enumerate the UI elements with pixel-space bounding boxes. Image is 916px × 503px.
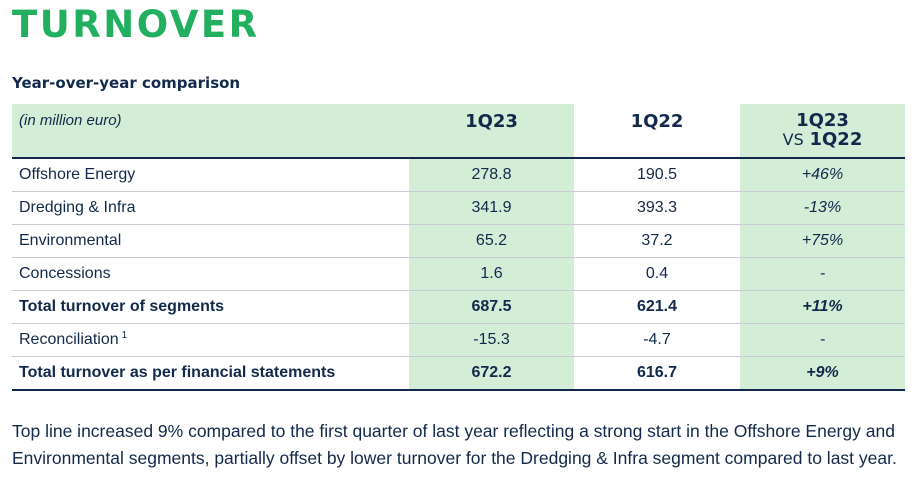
value-1q22: 0.4	[645, 265, 669, 282]
value-change: -13%	[740, 192, 905, 224]
summary-paragraph: Top line increased 9% compared to the fi…	[12, 421, 897, 468]
value-1q23: 341.9	[409, 192, 574, 224]
table-row-total-financial: Total turnover as per financial statemen…	[12, 357, 905, 391]
row-label: Total turnover of segments	[19, 298, 225, 315]
change-header-line1: 1Q23	[796, 110, 849, 131]
value-change: -	[740, 324, 905, 356]
column-header-1q22: 1Q22	[574, 104, 740, 157]
change-header-line2: 1Q22	[809, 129, 863, 150]
row-label: Concessions	[19, 265, 111, 282]
column-header-1q23: 1Q23	[409, 104, 574, 157]
table-row: Offshore Energy 278.8 190.5 +46%	[12, 159, 905, 192]
page-title: TURNOVER	[12, 3, 260, 46]
table-row: Dredging & Infra 341.9 393.3 -13%	[12, 192, 905, 225]
table-row: Environmental 65.2 37.2 +75%	[12, 225, 905, 258]
table-row: Reconciliation 1 -15.3 -4.7 -	[12, 324, 905, 357]
turnover-table: (in million euro) 1Q23 1Q22 1Q23 VS 1Q22…	[12, 104, 905, 391]
value-1q23: 1.6	[409, 258, 574, 290]
row-label-with-footnote: Reconciliation 1	[12, 324, 408, 356]
row-label: Environmental	[19, 232, 122, 249]
value-change: +46%	[740, 159, 905, 191]
section-subtitle: Year-over-year comparison	[12, 74, 241, 92]
value-1q22: -4.7	[643, 331, 671, 348]
table-row: Concessions 1.6 0.4 -	[12, 258, 905, 291]
value-1q23: -15.3	[409, 324, 574, 356]
value-change: +75%	[740, 225, 905, 257]
column-header-change: 1Q23 VS 1Q22	[740, 104, 905, 157]
footnote-marker: 1	[121, 330, 128, 341]
row-label: Total turnover as per financial statemen…	[19, 364, 336, 381]
value-1q22: 616.7	[636, 364, 678, 381]
value-1q22: 190.5	[636, 166, 678, 183]
row-label: Dredging & Infra	[19, 199, 136, 216]
value-1q22: 37.2	[641, 232, 673, 249]
row-label: Offshore Energy	[19, 166, 136, 183]
table-header: (in million euro) 1Q23 1Q22 1Q23 VS 1Q22	[12, 104, 905, 159]
value-1q23: 278.8	[409, 159, 574, 191]
table-row-total-segments: Total turnover of segments 687.5 621.4 +…	[12, 291, 905, 324]
value-1q23: 672.2	[409, 357, 574, 389]
value-change: -	[740, 258, 905, 290]
value-1q23: 65.2	[409, 225, 574, 257]
value-1q22: 393.3	[636, 199, 678, 216]
value-1q22: 621.4	[636, 298, 678, 315]
change-header-vs: VS	[782, 130, 804, 149]
unit-label: (in million euro)	[19, 112, 122, 129]
value-change: +11%	[740, 291, 905, 323]
value-change: +9%	[740, 357, 905, 389]
value-1q23: 687.5	[409, 291, 574, 323]
row-label: Reconciliation	[19, 331, 119, 348]
